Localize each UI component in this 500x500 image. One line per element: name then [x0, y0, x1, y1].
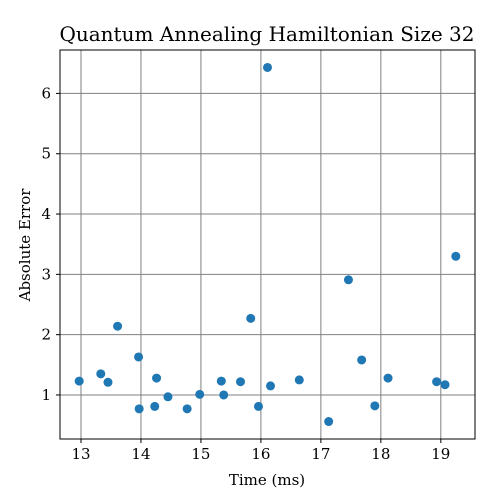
y-tick-label: 6 — [41, 84, 51, 102]
data-point — [440, 380, 450, 390]
data-point — [265, 381, 275, 391]
data-point — [451, 251, 461, 261]
x-tick-label: 17 — [311, 445, 330, 463]
x-tick-label: 13 — [71, 445, 90, 463]
axis-ticks: 13 14 15 16 17 18 19 1 2 3 4 5 6 — [41, 84, 450, 463]
data-point — [195, 389, 205, 399]
data-point — [254, 401, 264, 411]
y-tick-label: 1 — [41, 386, 51, 404]
grid-lines — [60, 50, 475, 439]
y-tick-label: 5 — [41, 145, 51, 163]
x-axis-label: Time (ms) — [229, 471, 305, 489]
data-point — [103, 377, 113, 387]
y-axis-label: Absolute Error — [16, 188, 34, 303]
data-point — [357, 355, 367, 365]
data-point — [152, 373, 162, 383]
data-point — [246, 313, 256, 323]
data-point — [219, 390, 229, 400]
data-point — [324, 417, 334, 427]
data-point — [343, 275, 353, 285]
data-point — [113, 321, 123, 331]
y-tick-label: 3 — [41, 265, 51, 283]
data-point — [74, 376, 84, 386]
x-tick-label: 16 — [251, 445, 270, 463]
chart-title: Quantum Annealing Hamiltonian Size 32 — [59, 22, 474, 46]
data-point — [163, 392, 173, 402]
data-point — [432, 377, 442, 387]
x-tick-label: 15 — [191, 445, 210, 463]
data-point — [150, 401, 160, 411]
data-point — [182, 404, 192, 414]
data-point — [263, 62, 272, 72]
data-points — [74, 62, 461, 427]
data-point — [134, 352, 144, 362]
data-point — [236, 377, 246, 387]
data-point — [370, 401, 380, 411]
y-tick-label: 4 — [41, 205, 51, 223]
x-tick-label: 18 — [371, 445, 390, 463]
data-point — [383, 373, 393, 383]
plot-frame — [59, 49, 476, 440]
y-tick-label: 2 — [41, 326, 51, 344]
x-tick-label: 14 — [131, 445, 150, 463]
data-point — [294, 375, 304, 385]
data-point — [216, 376, 226, 386]
x-tick-label: 19 — [431, 445, 450, 463]
data-point — [96, 369, 106, 379]
data-point — [134, 404, 144, 414]
